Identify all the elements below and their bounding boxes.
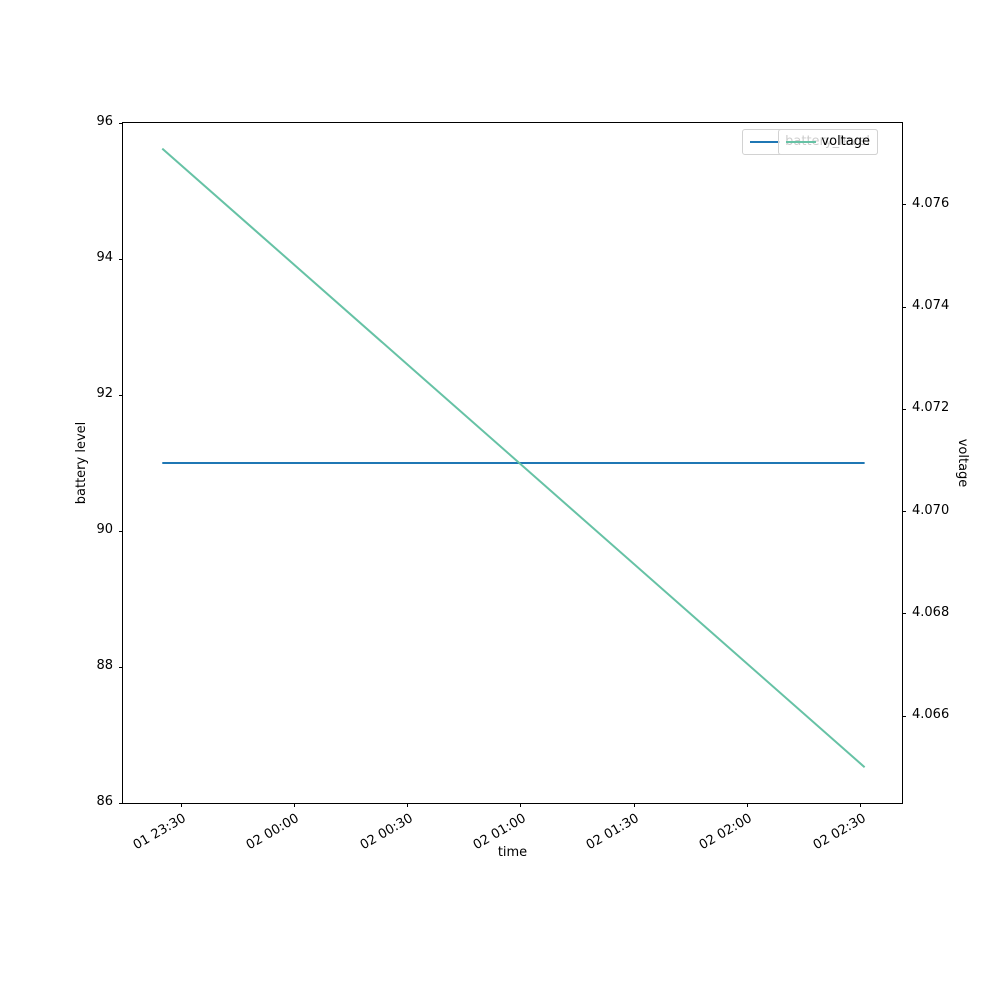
tick-mark (119, 666, 123, 668)
voltage-legend-line-icon (786, 141, 817, 143)
tick-mark (407, 803, 409, 807)
right-y-tick-label: 4.070 (912, 502, 950, 518)
x-axis-title: time (497, 845, 528, 860)
tick-mark (747, 803, 749, 807)
tick-mark (520, 803, 522, 807)
tick-mark (119, 122, 123, 124)
tick-mark (119, 802, 123, 804)
x-tick-label: 02 02:00 (697, 811, 756, 854)
left-axis-tick-labels: 96 94 92 90 88 86 (63, 114, 123, 809)
right-y-tick-label: 4.068 (912, 604, 950, 620)
legend-voltage: voltage (778, 129, 878, 155)
chart-lines-svg (161, 147, 866, 768)
tick-mark (902, 613, 906, 615)
plot-area: 01 23:30 02 00:00 02 00:30 02 01:00 02 01:30… (74, 114, 970, 860)
left-y-tick-label: 96 (96, 114, 113, 129)
tick-mark (119, 394, 123, 396)
tick-mark (119, 530, 123, 532)
x-tick-label: 01 23:30 (130, 811, 189, 854)
left-y-tick-label: 94 (96, 250, 113, 265)
tick-mark (902, 408, 906, 410)
battery-level-legend-line-icon (750, 141, 781, 143)
tick-mark (902, 715, 906, 717)
left-y-tick-label: 90 (96, 522, 113, 537)
left-y-tick-label: 92 (96, 386, 113, 401)
tick-mark (902, 306, 906, 308)
tick-mark (633, 803, 635, 807)
left-axis-title: battery level (74, 421, 89, 505)
right-axis-tick-labels: 4.076 4.074 4.072 4.070 4.068 4.066 (902, 123, 982, 803)
tick-mark (293, 803, 295, 807)
legend-label-voltage: voltage (821, 134, 870, 149)
x-tick-label: 02 00:30 (357, 811, 416, 854)
voltage-line (161, 147, 866, 768)
tick-mark (860, 803, 862, 807)
x-tick-label: 02 01:30 (583, 811, 642, 854)
right-y-tick-label: 4.072 (912, 400, 950, 416)
left-y-tick-label: 86 (96, 794, 113, 809)
tick-mark (180, 803, 182, 807)
right-y-tick-label: 4.074 (912, 298, 950, 314)
tick-mark (119, 258, 123, 260)
x-tick-label: 02 00:00 (244, 811, 302, 854)
tick-mark (902, 511, 906, 513)
left-y-tick-label: 88 (96, 658, 113, 673)
right-y-tick-label: 4.066 (912, 707, 950, 723)
x-tick-label: 02 02:30 (810, 811, 869, 854)
right-y-tick-label: 4.076 (912, 195, 950, 211)
tick-mark (902, 204, 906, 206)
right-axis-title: voltage (955, 438, 970, 488)
